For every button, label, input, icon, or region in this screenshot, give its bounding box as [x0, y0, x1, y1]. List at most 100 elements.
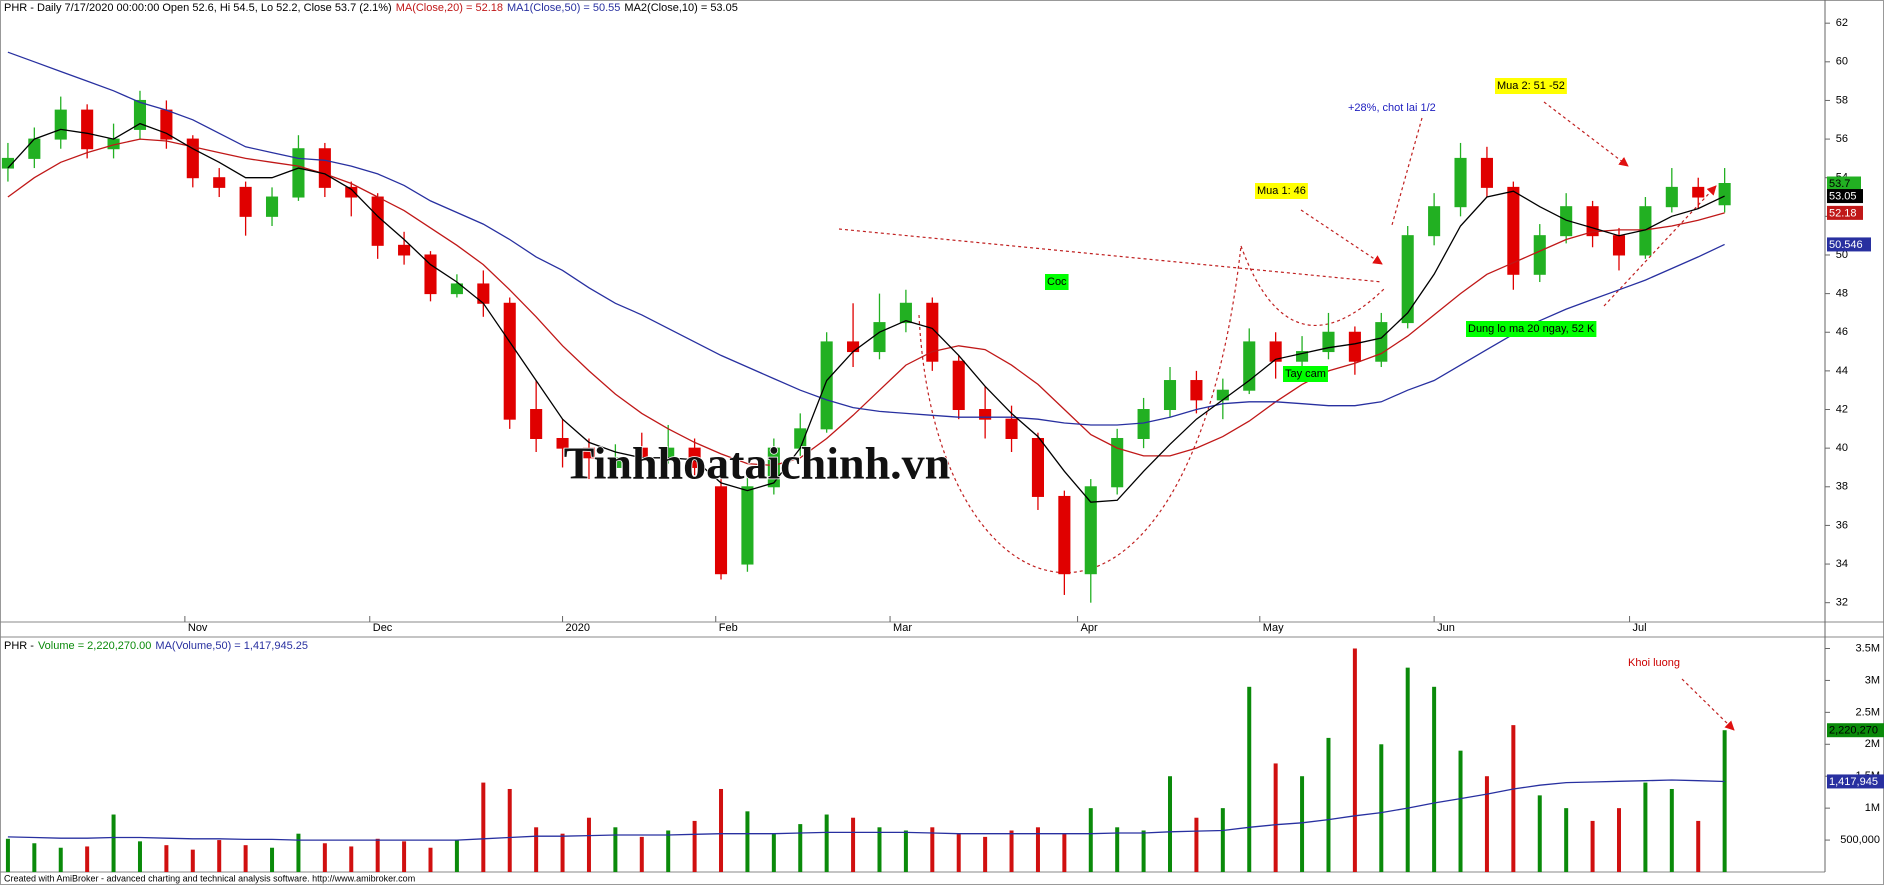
candle-body [1401, 235, 1414, 324]
y-tick-label: 32 [1836, 597, 1848, 609]
volume-bar [1168, 776, 1173, 872]
neckline [838, 228, 1383, 283]
volume-bar [1035, 827, 1040, 872]
candle-body [847, 341, 860, 353]
volume-bar [983, 836, 988, 872]
ma-line [7, 51, 1725, 426]
candle-body [1533, 235, 1546, 275]
volume-bar [798, 824, 803, 872]
volume-bar [111, 814, 116, 872]
watermark: Tinhhoataichinh.vn [564, 438, 951, 489]
volume-bar [507, 788, 512, 872]
candle-body [1322, 331, 1335, 353]
y-tick-label: 58 [1836, 94, 1848, 106]
annotation: Tay cam [1285, 368, 1326, 380]
y-tick-label: 2M [1865, 738, 1880, 750]
volume-bar [5, 838, 10, 872]
volume-bar [719, 788, 724, 872]
volume-bar [613, 827, 618, 872]
x-tick-label: Jun [1437, 622, 1455, 634]
volume-bar [1537, 795, 1542, 872]
annotation: Khoi luong [1628, 657, 1680, 669]
candle-body [582, 447, 596, 459]
volume-bar [270, 847, 275, 872]
legend: PHR - Volume = 2,220,270.00 MA(Volume,50) … [4, 640, 308, 652]
volume-bar [1616, 808, 1621, 872]
candle-body [556, 437, 569, 449]
x-tick-label: May [1263, 622, 1284, 634]
candle-body [371, 196, 384, 246]
value-tag-box [1827, 774, 1884, 789]
volume-bar [137, 841, 142, 872]
candle-body [133, 99, 147, 130]
volume-bar [1009, 830, 1014, 872]
candle-body [926, 302, 939, 362]
candle-body [1586, 206, 1599, 237]
candle-body [714, 486, 728, 575]
candle-body [609, 457, 622, 468]
volume-bar [428, 847, 433, 872]
volume-bar [375, 838, 380, 872]
annotation-box [1495, 78, 1567, 94]
volume-bar [1379, 744, 1384, 872]
annotation-box [1255, 183, 1308, 199]
candle-body [1111, 437, 1124, 488]
y-tick-label: 36 [1836, 519, 1848, 531]
volume-bar [1273, 763, 1278, 872]
volume-bar [1326, 737, 1331, 872]
volume-bar [1405, 667, 1410, 872]
volume-bar [1300, 776, 1305, 872]
volume-bar [851, 817, 856, 872]
volume-bar [1352, 648, 1357, 872]
y-tick-label: 2.5M [1856, 706, 1880, 718]
candle-body [530, 409, 543, 439]
candle-body [1375, 322, 1388, 362]
value-tag-box [1827, 205, 1863, 220]
candle-body [1190, 380, 1203, 401]
volume-bar [1432, 686, 1437, 872]
candle-body [1058, 495, 1071, 575]
candle-body [345, 186, 358, 198]
candle-body [213, 177, 226, 188]
volume-bar [745, 811, 750, 872]
y-tick-label: 1M [1865, 802, 1880, 814]
annotation-box [1283, 366, 1328, 382]
volume-bar [1247, 686, 1252, 872]
ma-line [7, 138, 1725, 467]
legend-title: PHR - Daily 7/17/2020 00:00:00 Open 52.6… [4, 2, 392, 14]
volume-bar [481, 782, 486, 872]
legend-entry: MA(Volume,50) = 1,417,945.25 [155, 640, 308, 652]
value-tag-box [1827, 237, 1871, 252]
arrow [1681, 678, 1735, 731]
volume-bar [877, 827, 882, 872]
value-tag: 53.05 [1829, 190, 1857, 202]
volume-bar [190, 849, 195, 872]
annotation-box [1466, 321, 1597, 337]
volume-ma-line [7, 779, 1725, 841]
volume-bar [1062, 833, 1067, 872]
annotation-box [1045, 274, 1069, 290]
volume-bar [639, 836, 644, 872]
y-tick-label: 46 [1836, 326, 1848, 338]
volume-bar [164, 845, 169, 872]
volume-bar [1141, 830, 1146, 872]
x-tick-label: Mar [893, 622, 912, 634]
legend-entry: MA2(Close,10) = 53.05 [624, 2, 737, 14]
annotation: +28%, chot lai 1/2 [1348, 102, 1436, 114]
value-tag-box [1827, 176, 1861, 191]
legend-entry: Volume = 2,220,270.00 [38, 640, 151, 652]
candle-body [1348, 331, 1361, 362]
volume-bar [1722, 730, 1727, 872]
footer: Created with AmiBroker - advanced charti… [4, 873, 415, 883]
candle-body [292, 148, 305, 198]
value-tag-box [1827, 189, 1863, 204]
annotation: Mua 1: 46 [1257, 185, 1306, 197]
volume-bar [243, 845, 248, 872]
y-tick-label: 56 [1836, 133, 1848, 145]
volume-bar [1194, 817, 1199, 872]
volume-bar [692, 820, 697, 872]
volume-bar [1220, 808, 1225, 872]
volume-bar [824, 814, 829, 872]
